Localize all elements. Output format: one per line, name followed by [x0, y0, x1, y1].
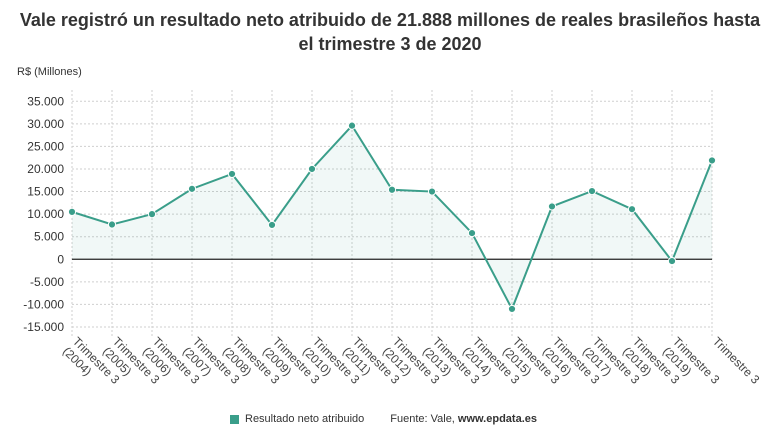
chart-title-line-2: el trimestre 3 de 2020 — [298, 34, 482, 54]
chart-title-line-1: Vale registró un resultado neto atribuid… — [19, 10, 761, 30]
data-point — [307, 164, 317, 174]
y-tick-label: -5.000 — [30, 275, 64, 289]
y-tick-label: 20.000 — [27, 162, 64, 176]
y-tick-label: 30.000 — [27, 117, 64, 131]
data-point — [707, 156, 717, 165]
y-tick-label: 0 — [57, 252, 64, 266]
data-point — [107, 220, 117, 229]
y-tick-label: 5.000 — [34, 230, 64, 244]
data-point — [427, 187, 437, 196]
data-point — [627, 205, 637, 214]
y-tick-label: -10.000 — [23, 297, 64, 311]
data-point — [547, 202, 557, 211]
legend-series-label: Resultado neto atribuido — [245, 413, 365, 425]
series-area — [72, 125, 712, 309]
data-point — [267, 220, 277, 230]
y-axis-label: R$ (Millones) — [17, 66, 82, 78]
source-prefix: Fuente: Vale, — [390, 413, 458, 425]
data-point — [187, 184, 197, 193]
y-tick-label: 25.000 — [27, 139, 64, 153]
data-point — [227, 169, 237, 179]
y-tick-label: 15.000 — [27, 185, 64, 199]
data-point — [667, 256, 677, 266]
chart-title: Vale registró un resultado neto atribuid… — [0, 8, 780, 56]
data-point — [147, 210, 157, 219]
data-point — [67, 207, 77, 216]
data-point — [507, 304, 517, 314]
y-tick-label: 35.000 — [27, 94, 64, 108]
data-point — [587, 187, 597, 196]
source-note: Fuente: Vale, www.epdata.es — [390, 413, 537, 425]
source-site: www.epdata.es — [457, 413, 537, 425]
data-point — [387, 185, 397, 194]
data-point — [347, 121, 357, 130]
y-tick-label: -15.000 — [23, 320, 64, 334]
data-point — [467, 228, 477, 238]
legend-swatch — [230, 414, 239, 424]
y-tick-label: 10.000 — [27, 207, 64, 221]
legend: Resultado neto atribuido Fuente: Vale, w… — [230, 413, 537, 425]
